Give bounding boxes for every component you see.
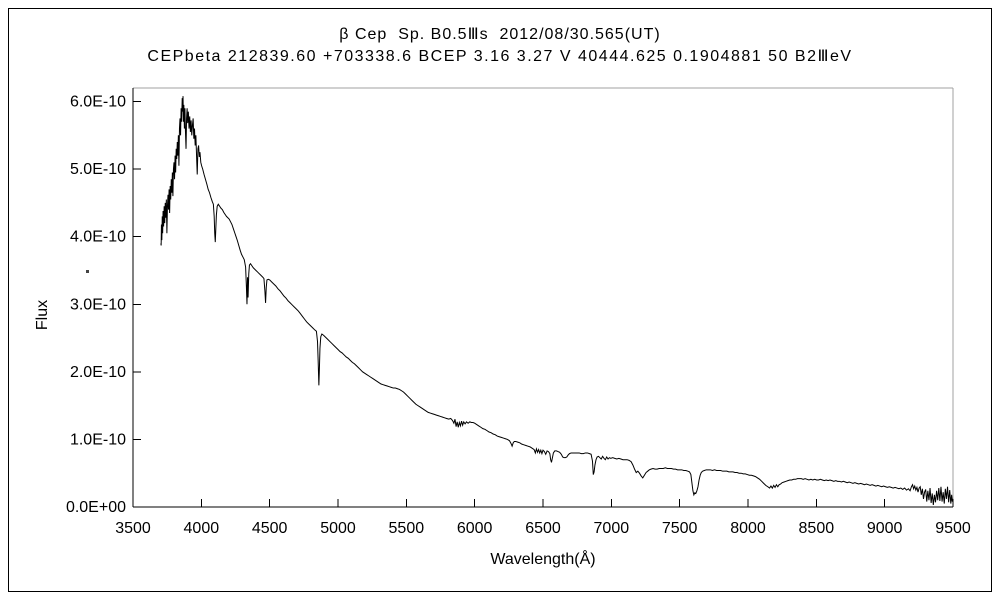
x-tick-label: 6000 [457, 520, 493, 537]
x-tick-label: 5000 [320, 520, 356, 537]
y-axis-title: Flux [34, 299, 51, 331]
y-tick-label: 2.0E-10 [70, 364, 126, 381]
y-tick-label: 4.0E-10 [70, 229, 126, 246]
x-tick-label: 3500 [115, 520, 151, 537]
title-line-1: β Cep Sp. B0.5Ⅲs 2012/08/30.565(UT) [339, 26, 661, 43]
x-tick-label: 6500 [525, 520, 561, 537]
title-line-2: CEPbeta 212839.60 +703338.6 BCEP 3.16 3.… [147, 48, 853, 65]
x-tick-label: 8000 [730, 520, 766, 537]
y-tick-label: 0.0E+00 [66, 499, 126, 516]
stray-dot-artifact [86, 270, 89, 273]
y-tick-label: 3.0E-10 [70, 296, 126, 313]
x-tick-label: 9500 [935, 520, 971, 537]
y-tick-label: 1.0E-10 [70, 431, 126, 448]
y-tick-label: 6.0E-10 [70, 94, 126, 111]
x-tick-label: 4500 [252, 520, 288, 537]
x-tick-label: 9000 [867, 520, 903, 537]
x-tick-label: 8500 [799, 520, 835, 537]
y-tick-label: 5.0E-10 [70, 161, 126, 178]
x-tick-label: 5500 [389, 520, 425, 537]
x-tick-label: 7000 [594, 520, 630, 537]
spectrum-line [160, 96, 954, 506]
x-axis-title: Wavelength(Å) [490, 551, 596, 568]
x-tick-label: 7500 [662, 520, 698, 537]
x-tick-label: 4000 [184, 520, 220, 537]
